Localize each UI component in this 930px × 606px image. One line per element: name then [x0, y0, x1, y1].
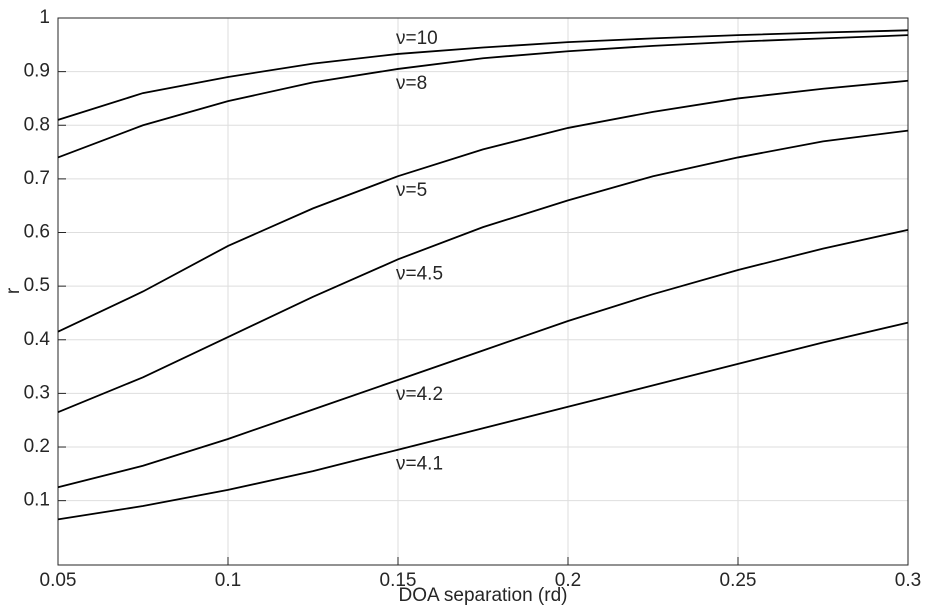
y-tick-label: 0.5 — [24, 275, 50, 296]
line-label: ν=4.2 — [396, 384, 443, 405]
y-tick-label: 0.9 — [24, 61, 50, 82]
x-tick-label: 0.1 — [215, 570, 241, 591]
y-tick-label: 0.8 — [24, 114, 50, 135]
y-tick-label: 0.1 — [24, 490, 50, 511]
x-tick-label: 0.25 — [720, 570, 757, 591]
y-tick-label: 0.6 — [24, 222, 50, 243]
plot-frame — [57, 17, 909, 566]
y-tick-label: 0.3 — [24, 382, 50, 403]
y-tick-label: 0.2 — [24, 436, 50, 457]
line — [57, 321, 909, 521]
y-axis-label: r — [3, 287, 24, 294]
y-tick-label: 0.7 — [24, 168, 50, 189]
line-label: ν=4.1 — [396, 454, 443, 475]
line — [57, 129, 909, 413]
x-tick-label: 0.3 — [895, 570, 921, 591]
x-tick-label: 0.05 — [40, 570, 77, 591]
line-label: ν=4.5 — [396, 263, 443, 284]
line-label: ν=8 — [396, 73, 427, 94]
line — [57, 29, 909, 121]
line — [57, 79, 909, 333]
x-tick-label: 0.2 — [555, 570, 581, 591]
line — [57, 228, 909, 489]
x-tick-label: 0.15 — [380, 570, 417, 591]
line-label: ν=10 — [396, 28, 438, 49]
y-tick-label: 0.4 — [24, 329, 51, 350]
line-label: ν=5 — [396, 180, 427, 201]
x-axis-label: DOA separation (rd) — [399, 585, 568, 606]
line — [57, 34, 909, 159]
y-tick-label: 1 — [39, 7, 50, 28]
